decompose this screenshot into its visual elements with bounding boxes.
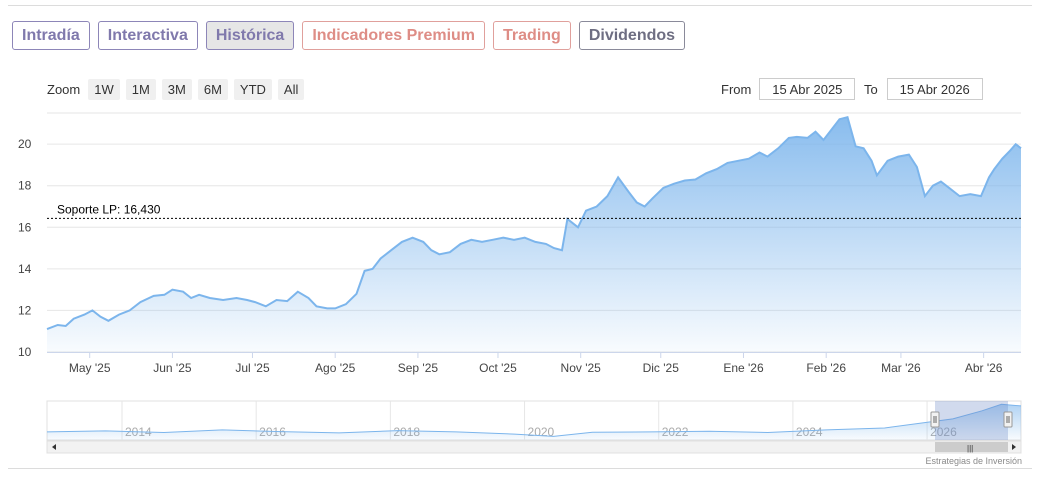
- chart-tabs: Intradía Interactiva Histórica Indicadores …: [12, 21, 686, 52]
- scrollbar-track[interactable]: [46, 440, 1022, 454]
- x-tick-label: Abr '26: [965, 361, 1003, 375]
- y-tick-label: 16: [18, 220, 32, 234]
- x-tick-label: May '25: [69, 361, 111, 375]
- x-tick-label: Feb '26: [806, 361, 846, 375]
- series-line: [46, 115, 1022, 331]
- from-label: From: [721, 81, 752, 97]
- zoom-1w-button[interactable]: 1W: [88, 79, 120, 100]
- tab-histórica[interactable]: Histórica: [205, 21, 295, 50]
- scroll-right-arrow-icon[interactable]: [1012, 444, 1016, 450]
- x-tick-label: Dic '25: [643, 361, 680, 375]
- support-line-label: Soporte LP: 16,430: [57, 202, 161, 216]
- bottom-divider: [8, 468, 1032, 469]
- zoom-6m-button[interactable]: 6M: [197, 79, 228, 100]
- range-from: From 15 Abr 2025: [721, 78, 856, 100]
- scroll-left-arrow-icon[interactable]: [52, 444, 56, 450]
- navigator-left-handle[interactable]: [930, 411, 940, 428]
- range-to: To 15 Abr 2026: [864, 78, 983, 100]
- navigator-area: [47, 404, 1021, 440]
- y-tick-label: 10: [18, 345, 32, 359]
- zoom-all-button[interactable]: All: [277, 79, 305, 100]
- y-tick-label: 14: [18, 262, 32, 276]
- zoom-label: Zoom: [47, 82, 81, 97]
- to-date-input[interactable]: 15 Abr 2026: [886, 78, 983, 100]
- zoom-3m-button[interactable]: 3M: [161, 79, 192, 100]
- top-divider: [8, 5, 1032, 6]
- scrollbar-thumb[interactable]: [935, 442, 1008, 452]
- series-area: [47, 117, 1021, 352]
- zoom-1m-button[interactable]: 1M: [125, 79, 156, 100]
- navigator-selection: [935, 401, 1008, 440]
- navigator-line: [46, 403, 1022, 437]
- y-tick-label: 18: [18, 179, 32, 193]
- tab-trading[interactable]: Trading: [493, 21, 571, 50]
- tab-dividendos[interactable]: Dividendos: [578, 21, 686, 50]
- x-tick-label: Sep '25: [398, 361, 439, 375]
- y-tick-label: 12: [18, 303, 32, 317]
- x-tick-label: Jun '25: [153, 361, 192, 375]
- to-label: To: [864, 81, 878, 97]
- x-tick-label: Ago '25: [315, 361, 356, 375]
- x-tick-label: Nov '25: [561, 361, 602, 375]
- zoom-ytd-button[interactable]: YTD: [233, 79, 272, 100]
- chart-credit: Estrategias de Inversión: [925, 456, 1022, 466]
- navigator-right-handle[interactable]: [1003, 411, 1013, 428]
- tab-intradía[interactable]: Intradía: [12, 21, 90, 50]
- tab-interactiva[interactable]: Interactiva: [97, 21, 198, 50]
- x-tick-label: Mar '26: [881, 361, 921, 375]
- tab-indicadores-premium[interactable]: Indicadores Premium: [302, 21, 486, 50]
- x-tick-label: Oct '25: [479, 361, 517, 375]
- from-date-input[interactable]: 15 Abr 2025: [759, 78, 856, 100]
- scrollbar-grip-icon: |||: [967, 444, 973, 453]
- zoom-bar: Zoom 1W 1M 3M 6M YTD All: [47, 79, 310, 100]
- x-tick-label: Jul '25: [235, 361, 270, 375]
- y-tick-label: 20: [18, 137, 32, 151]
- x-tick-label: Ene '26: [723, 361, 764, 375]
